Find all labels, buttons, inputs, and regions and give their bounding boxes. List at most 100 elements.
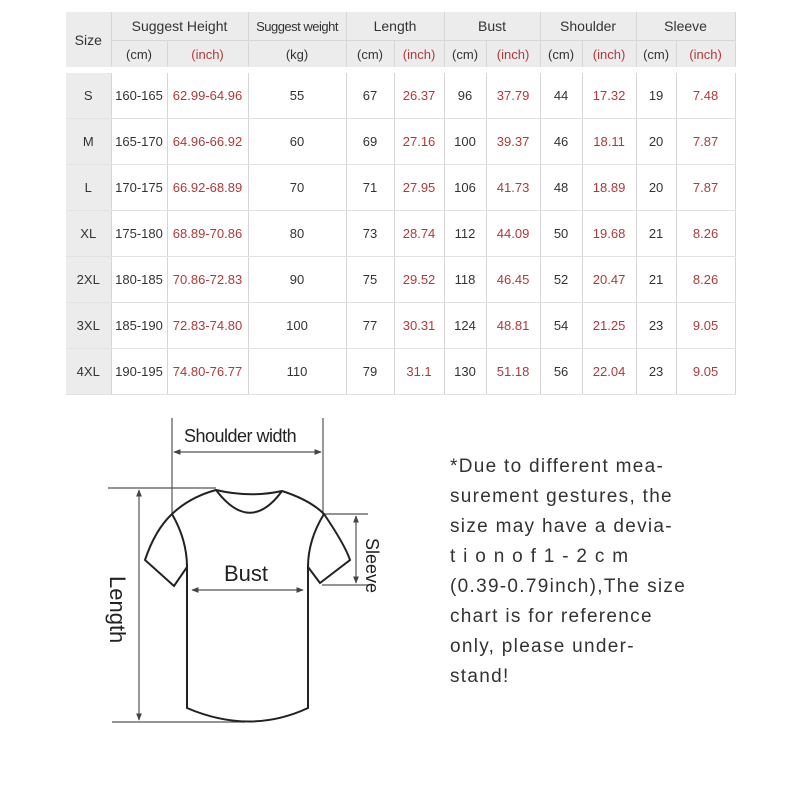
value-cell: 28.74 [394, 210, 445, 257]
value-cell: 41.73 [486, 164, 541, 211]
value-cell: 64.96-66.92 [167, 118, 249, 165]
unit-inch: (inch) [582, 40, 637, 71]
value-cell: 54 [540, 302, 583, 349]
value-cell: 20 [636, 118, 677, 165]
label-length: Length [105, 576, 130, 644]
label-bust: Bust [224, 561, 269, 586]
value-cell: 21.25 [582, 302, 637, 349]
value-cell: 46.45 [486, 256, 541, 303]
value-cell: 130 [444, 348, 487, 395]
value-cell: 19 [636, 67, 677, 119]
value-cell: 124 [444, 302, 487, 349]
unit-cm: (cm) [540, 40, 583, 71]
value-cell: 60 [248, 118, 347, 165]
unit-cm: (cm) [444, 40, 487, 71]
value-cell: 66.92-68.89 [167, 164, 249, 211]
unit-cm: (cm) [346, 40, 395, 71]
header-sleeve: Sleeve [636, 12, 736, 41]
value-cell: 8.26 [676, 210, 736, 257]
unit-cm: (cm) [111, 40, 168, 71]
size-cell: L [66, 164, 112, 211]
value-cell: 71 [346, 164, 395, 211]
value-cell: 21 [636, 210, 677, 257]
value-cell: 56 [540, 348, 583, 395]
value-cell: 74.80-76.77 [167, 348, 249, 395]
value-cell: 50 [540, 210, 583, 257]
value-cell: 69 [346, 118, 395, 165]
value-cell: 18.11 [582, 118, 637, 165]
size-cell: M [66, 118, 112, 165]
value-cell: 90 [248, 256, 347, 303]
size-chart-table: Size Suggest Height Suggest weight Lengt… [66, 12, 736, 395]
unit-inch: (inch) [676, 40, 736, 71]
value-cell: 70.86-72.83 [167, 256, 249, 303]
value-cell: 48.81 [486, 302, 541, 349]
value-cell: 62.99-64.96 [167, 67, 249, 119]
table-row: 3XL 185-190 72.83-74.80 100 77 30.31 124 48.81 5… [66, 302, 736, 349]
size-cell: 4XL [66, 348, 112, 395]
size-cell: 3XL [66, 302, 112, 349]
value-cell: 77 [346, 302, 395, 349]
value-cell: 27.16 [394, 118, 445, 165]
value-cell: 23 [636, 302, 677, 349]
value-cell: 9.05 [676, 302, 736, 349]
size-cell: 2XL [66, 256, 112, 303]
value-cell: 79 [346, 348, 395, 395]
label-sleeve: Sleeve [362, 538, 382, 594]
header-weight: Suggest weight [248, 12, 347, 41]
value-cell: 44.09 [486, 210, 541, 257]
value-cell: 175-180 [111, 210, 168, 257]
value-cell: 112 [444, 210, 487, 257]
table-row: 4XL 190-195 74.80-76.77 110 79 31.1 130 51.18 56… [66, 348, 736, 395]
value-cell: 20 [636, 164, 677, 211]
value-cell: 19.68 [582, 210, 637, 257]
value-cell: 8.26 [676, 256, 736, 303]
value-cell: 160-165 [111, 67, 168, 119]
value-cell: 7.87 [676, 118, 736, 165]
value-cell: 80 [248, 210, 347, 257]
value-cell: 23 [636, 348, 677, 395]
label-shoulder-width: Shoulder width [184, 426, 297, 446]
header-height: Suggest Height [111, 12, 249, 41]
value-cell: 106 [444, 164, 487, 211]
unit-kg: (kg) [248, 40, 347, 71]
value-cell: 26.37 [394, 67, 445, 119]
value-cell: 46 [540, 118, 583, 165]
value-cell: 55 [248, 67, 347, 119]
value-cell: 27.95 [394, 164, 445, 211]
header-bust: Bust [444, 12, 541, 41]
value-cell: 180-185 [111, 256, 168, 303]
measurement-note: *Due to different mea- surement gestures… [450, 456, 687, 687]
table-row: 2XL 180-185 70.86-72.83 90 75 29.52 118 46.45 52… [66, 256, 736, 303]
value-cell: 30.31 [394, 302, 445, 349]
value-cell: 21 [636, 256, 677, 303]
value-cell: 9.05 [676, 348, 736, 395]
unit-inch: (inch) [486, 40, 541, 71]
value-cell: 7.87 [676, 164, 736, 211]
value-cell: 110 [248, 348, 347, 395]
value-cell: 7.48 [676, 67, 736, 119]
value-cell: 190-195 [111, 348, 168, 395]
table-row: M 165-170 64.96-66.92 60 69 27.16 100 39.37 46 18… [66, 118, 736, 165]
value-cell: 18.89 [582, 164, 637, 211]
unit-inch: (inch) [394, 40, 445, 71]
value-cell: 100 [248, 302, 347, 349]
value-cell: 31.1 [394, 348, 445, 395]
value-cell: 52 [540, 256, 583, 303]
value-cell: 165-170 [111, 118, 168, 165]
value-cell: 185-190 [111, 302, 168, 349]
value-cell: 44 [540, 67, 583, 119]
table-row: XL 175-180 68.89-70.86 80 73 28.74 112 44.09 50 1… [66, 210, 736, 257]
value-cell: 67 [346, 67, 395, 119]
value-cell: 22.04 [582, 348, 637, 395]
value-cell: 73 [346, 210, 395, 257]
header-length: Length [346, 12, 445, 41]
value-cell: 51.18 [486, 348, 541, 395]
value-cell: 39.37 [486, 118, 541, 165]
size-cell: S [66, 67, 112, 119]
unit-cm: (cm) [636, 40, 677, 71]
header-shoulder: Shoulder [540, 12, 637, 41]
table-row: L 170-175 66.92-68.89 70 71 27.95 106 41.73 48 18… [66, 164, 736, 211]
size-cell: XL [66, 210, 112, 257]
